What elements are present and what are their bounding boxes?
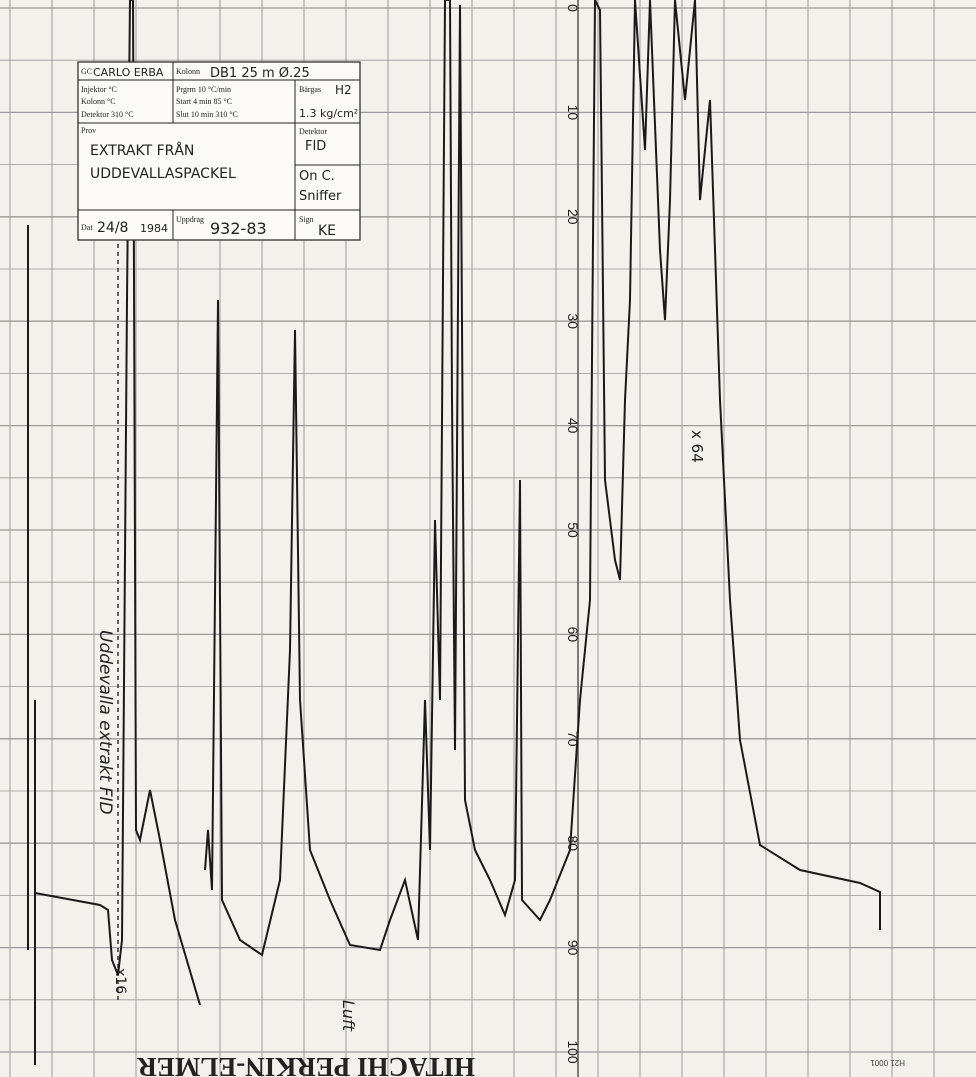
uppdrag-label: Uppdrag: [176, 215, 204, 224]
scale-label: 70: [565, 731, 581, 747]
start: Start 4 min 85 °C: [176, 97, 232, 106]
kolonn: DB1 25 m Ø.25: [210, 66, 310, 81]
gc-label: GC: [81, 67, 92, 76]
date: 24/8: [97, 220, 128, 236]
kolonn-label: Kolonn: [176, 67, 200, 76]
label-card: GC CARLO ERBA Kolonn DB1 25 m Ø.25 Injek…: [78, 62, 360, 240]
attenuation-note: x16: [112, 968, 128, 994]
detektor-note: Sniffer: [299, 189, 342, 204]
scale-label: 20: [565, 209, 581, 225]
scale-label: 50: [565, 522, 581, 538]
detektor-temp: Detektor 310 °C: [81, 110, 134, 119]
scale-label: 100: [565, 1040, 581, 1064]
dat-label: Dat: [81, 223, 93, 232]
prov-label: Prov: [81, 126, 96, 135]
scale-label: 40: [565, 418, 581, 434]
year: 1984: [140, 222, 168, 235]
prov-line: UDDEVALLASPACKEL: [90, 166, 236, 182]
scale-label: 60: [565, 627, 581, 643]
instrument: CARLO ERBA: [93, 66, 164, 79]
air-note: Luft: [339, 1000, 358, 1032]
sign-label: Sign: [299, 215, 314, 224]
code: H21 0001: [870, 1058, 905, 1067]
chromatogram: GC CARLO ERBA Kolonn DB1 25 m Ø.25 Injek…: [0, 0, 976, 1077]
attenuation-note: x 64: [688, 430, 706, 463]
injektor: Injektor °C: [81, 85, 117, 94]
scale-label: 90: [565, 940, 581, 956]
slut: Slut 10 min 310 °C: [176, 110, 238, 119]
scale-label: 0: [565, 4, 581, 12]
scale-label: 10: [565, 105, 581, 121]
bargas: H2: [335, 83, 352, 97]
detektor-note: On C.: [299, 169, 335, 184]
kolonn-temp: Kolonn °C: [81, 97, 116, 106]
uppdrag: 932-83: [210, 219, 267, 238]
prgrm: Prgrm 10 °C/min: [176, 85, 231, 94]
brand: HITACHI PERKIN-ELMER: [137, 1052, 475, 1077]
sample-note: Uddevalla extrakt FID: [95, 630, 115, 815]
scale-label: 30: [565, 313, 581, 329]
pressure: 1.3 kg/cm²: [299, 107, 358, 120]
scale-label: 80: [565, 835, 581, 851]
detektor-label: Detektor: [299, 127, 327, 136]
bargas-label: Bärgas: [299, 85, 321, 94]
detektor: FID: [305, 139, 326, 154]
sign: KE: [318, 223, 336, 239]
prov-line: EXTRAKT FRÅN: [90, 142, 194, 159]
